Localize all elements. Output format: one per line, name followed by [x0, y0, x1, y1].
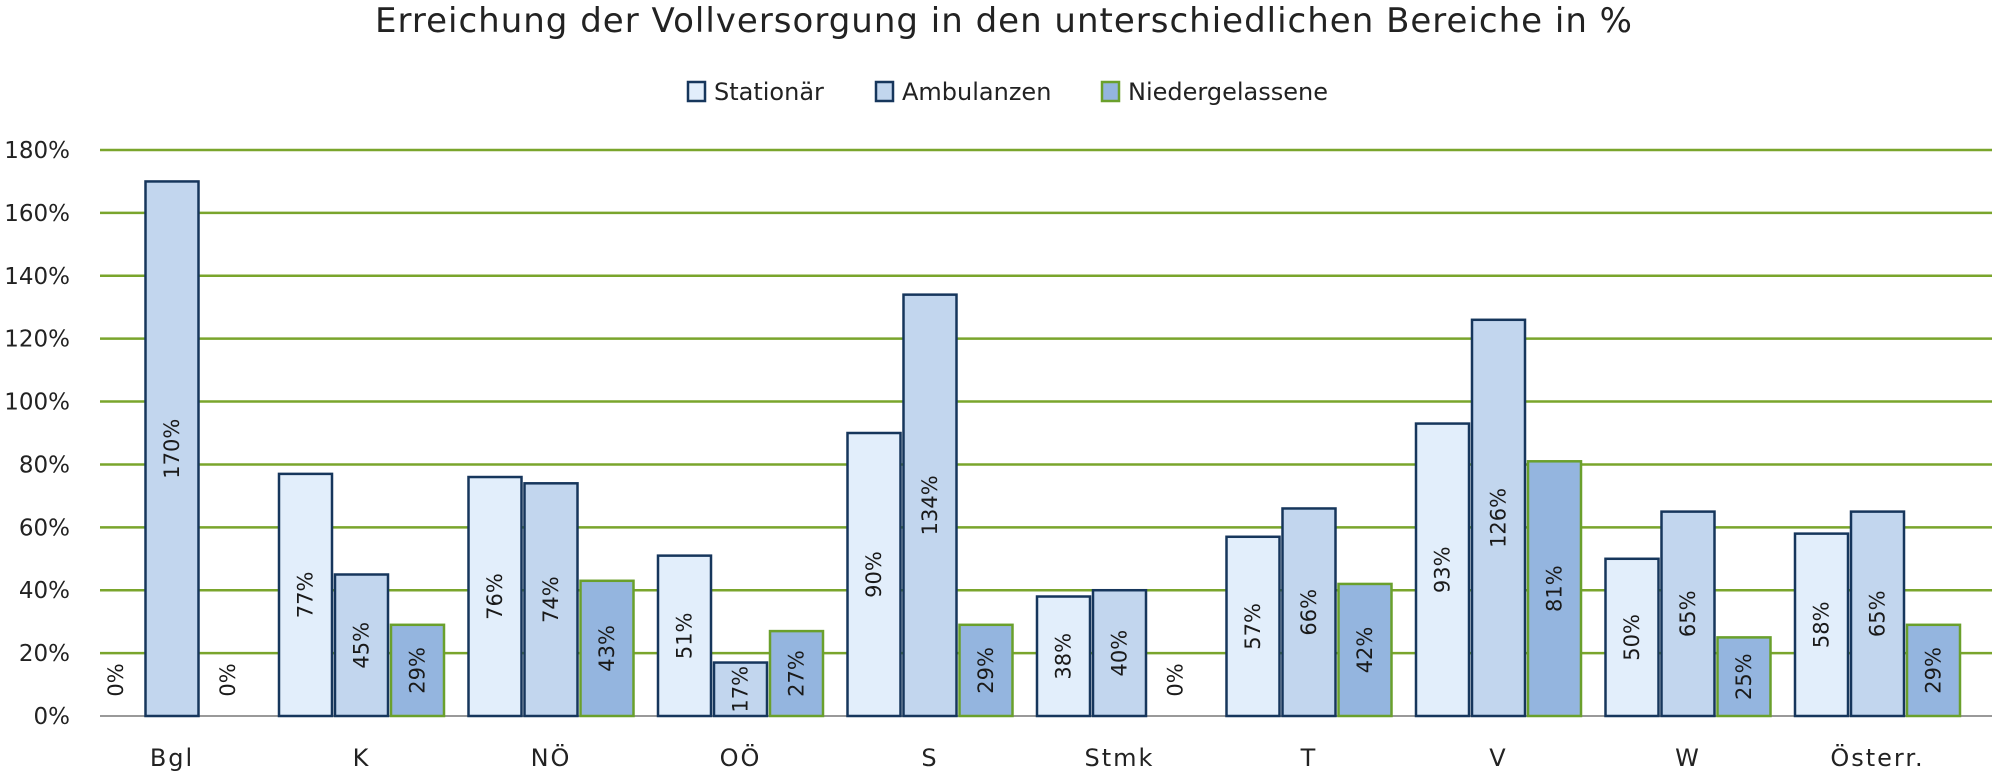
legend-swatch — [874, 80, 895, 103]
y-tick-label: 180% — [4, 138, 70, 164]
bar-ambulanzen-k — [333, 573, 390, 718]
data-label: 50% — [1620, 614, 1644, 661]
bar-niedergelassene-ooe — [768, 629, 825, 718]
y-tick-label: 40% — [19, 578, 70, 604]
bar-niedergelassene-s — [958, 623, 1014, 718]
data-label: 58% — [1810, 601, 1834, 648]
bar-niedergelassene-oesterr — [1905, 623, 1962, 718]
legend-swatch — [1100, 80, 1121, 103]
y-tick-label: 20% — [19, 641, 70, 667]
bar-stationaer-t — [1225, 535, 1281, 718]
y-tick-label: 140% — [4, 264, 70, 290]
data-label: 0% — [1164, 663, 1188, 696]
category-label: OÖ — [720, 743, 762, 772]
bar-ambulanzen-stmk — [1091, 588, 1148, 718]
data-label: 43% — [595, 625, 619, 672]
bar-niedergelassene-k — [389, 623, 446, 718]
data-label: 170% — [160, 419, 184, 479]
category-label: K — [353, 744, 371, 772]
data-label: 57% — [1241, 603, 1265, 650]
bar-ambulanzen-t — [1281, 507, 1337, 718]
category-label: V — [1489, 744, 1507, 772]
category-label: S — [921, 744, 938, 772]
category-label: Österr. — [1830, 743, 1924, 772]
bar-ambulanzen-s — [902, 293, 958, 718]
data-label: 0% — [104, 663, 128, 696]
data-labels: 0% 170% 0% 77% 45% 29% 76% 74% 43% 51% 17% 27% 90% 13… — [104, 419, 1946, 713]
bar-stationaer-s — [846, 431, 902, 718]
data-label: 17% — [729, 666, 753, 713]
data-label: 0% — [216, 663, 240, 696]
bar-niedergelassene-w — [1716, 636, 1772, 718]
data-label: 134% — [918, 475, 942, 535]
category-label: NÖ — [531, 743, 572, 772]
bar-ambulanzen-v — [1470, 318, 1527, 718]
data-label: 90% — [862, 551, 886, 598]
bar-ambulanzen-noe — [523, 482, 579, 718]
legend-label: Ambulanzen — [902, 78, 1051, 106]
category-label: T — [1300, 744, 1318, 772]
bar-stationaer-w — [1604, 557, 1660, 718]
y-tick-label: 60% — [19, 515, 70, 541]
bar-niedergelassene-v — [1526, 460, 1583, 718]
y-tick-label: 160% — [4, 201, 70, 227]
data-label: 40% — [1108, 630, 1132, 677]
data-label: 25% — [1732, 653, 1756, 700]
legend-label: Stationär — [714, 78, 824, 106]
bar-stationaer-stmk — [1035, 595, 1092, 718]
gridlines — [100, 148, 1992, 655]
bar-ambulanzen-bgl — [144, 180, 200, 718]
data-label: 29% — [406, 647, 430, 694]
data-label: 29% — [1922, 647, 1946, 694]
data-label: 38% — [1052, 633, 1076, 680]
data-label: 77% — [294, 572, 318, 619]
data-label: 65% — [1676, 590, 1700, 637]
data-label: 42% — [1353, 627, 1377, 674]
data-label: 51% — [673, 612, 697, 659]
y-tick-label: 100% — [4, 390, 70, 416]
bar-stationaer-ooe — [656, 554, 713, 718]
bar-ambulanzen-oesterr — [1849, 510, 1906, 718]
bar-niedergelassene-t — [1337, 582, 1393, 718]
bar-stationaer-k — [277, 472, 334, 718]
data-label: 65% — [1866, 590, 1890, 637]
data-label: 29% — [974, 647, 998, 694]
y-tick-label: 0% — [34, 704, 71, 730]
data-label: 76% — [483, 573, 507, 620]
category-label: W — [1675, 744, 1701, 772]
bar-niedergelassene-noe — [579, 579, 635, 718]
data-label: 81% — [1543, 565, 1567, 612]
legend-label: Niedergelassene — [1128, 78, 1328, 106]
data-label: 93% — [1431, 546, 1455, 593]
data-label: 66% — [1297, 589, 1321, 636]
bar-ambulanzen-ooe — [712, 661, 769, 718]
category-label: Stmk — [1085, 744, 1155, 772]
bar-stationaer-v — [1414, 422, 1471, 718]
x-axis: Bgl K NÖ OÖ S Stmk T V W Österr. — [150, 743, 1924, 772]
category-label: Bgl — [150, 744, 194, 772]
data-label: 74% — [539, 576, 563, 623]
chart-title: Erreichung der Vollversorgung in den unt… — [375, 1, 1633, 41]
data-label: 27% — [785, 650, 809, 697]
bar-ambulanzen-w — [1660, 510, 1716, 718]
y-tick-label: 80% — [19, 452, 70, 478]
data-label: 45% — [350, 622, 374, 669]
data-label: 126% — [1487, 488, 1511, 548]
legend: Stationär Ambulanzen Niedergelassene — [686, 78, 1328, 106]
bars — [144, 180, 1962, 718]
y-tick-label: 120% — [4, 327, 70, 353]
bar-stationaer-noe — [467, 475, 523, 718]
legend-swatch — [686, 80, 707, 103]
bar-stationaer-oesterr — [1793, 532, 1850, 718]
